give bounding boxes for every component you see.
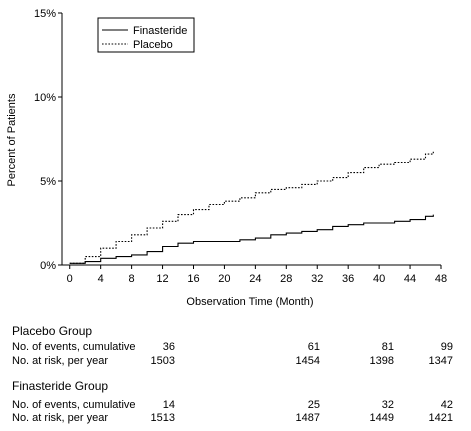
legend-label-placebo: Placebo	[133, 39, 173, 51]
placebo-group-title: Placebo Group	[12, 324, 93, 338]
finasteride-risk-value: 1421	[428, 412, 453, 424]
finasteride-group-title: Finasteride Group	[12, 379, 109, 393]
x-tick-label: 0	[67, 273, 73, 285]
x-tick-label: 36	[342, 273, 354, 285]
x-tick-label: 16	[187, 273, 199, 285]
x-axis-ticks: 0 4 8 12 16 20 24 28 32 36 40 44 48	[67, 265, 447, 285]
x-tick-label: 24	[249, 273, 261, 285]
y-tick-label: 10%	[34, 92, 56, 104]
series-layer	[69, 150, 434, 264]
x-axis-title: Observation Time (Month)	[186, 296, 313, 308]
placebo-events-value: 36	[162, 341, 175, 353]
placebo-events-value: 61	[307, 341, 320, 353]
placebo-events-value: 81	[381, 341, 394, 353]
finasteride-events-value: 14	[162, 399, 175, 411]
finasteride-events-value: 42	[440, 399, 453, 411]
finasteride-events-label: No. of events, cumulative	[12, 399, 136, 411]
placebo-risk-value: 1398	[369, 355, 394, 367]
y-axis-ticks: 0% 5% 10% 15%	[34, 8, 62, 272]
placebo-risk-value: 1503	[150, 355, 175, 367]
series-line-finasteride	[69, 214, 434, 264]
finasteride-events-value: 25	[307, 399, 320, 411]
y-tick-label: 15%	[34, 8, 56, 20]
finasteride-risk-value: 1449	[369, 412, 394, 424]
placebo-events-label: No. of events, cumulative	[12, 341, 136, 353]
x-tick-label: 28	[280, 273, 292, 285]
finasteride-risk-value: 1487	[295, 412, 320, 424]
chart: 0%5%10%15% 0 4 8 12 16 20 24 28 32 36 40 44 48 Finas…	[6, 8, 447, 308]
x-tick-label: 40	[373, 273, 385, 285]
legend-label-finasteride: Finasteride	[133, 25, 187, 37]
x-tick-label: 4	[98, 273, 104, 285]
y-axis-title: Percent of Patients	[6, 93, 18, 186]
x-tick-label: 44	[404, 273, 416, 285]
x-tick-label: 12	[156, 273, 168, 285]
placebo-risk-value: 1347	[428, 355, 453, 367]
y-tick-label: 0%	[40, 260, 56, 272]
finasteride-events-value: 32	[381, 399, 394, 411]
x-tick-label: 32	[311, 273, 323, 285]
finasteride-risk-value: 1513	[150, 412, 175, 424]
x-tick-label: 20	[218, 273, 230, 285]
finasteride-risk-label: No. at risk, per year	[12, 412, 108, 424]
placebo-events-value: 99	[440, 341, 453, 353]
legend: Finasteride Placebo	[97, 17, 195, 53]
placebo-risk-value: 1454	[295, 355, 320, 367]
y-tick-label: 5%	[40, 176, 56, 188]
placebo-risk-label: No. at risk, per year	[12, 355, 108, 367]
x-tick-label: 8	[129, 273, 135, 285]
series-line-placebo	[69, 150, 434, 264]
legend-box	[97, 17, 195, 53]
x-tick-label: 48	[435, 273, 447, 285]
